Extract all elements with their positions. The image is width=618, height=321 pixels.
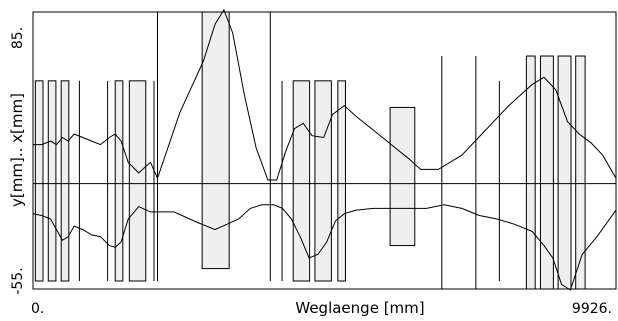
magnet-box-13 <box>314 80 332 282</box>
magnet-box-12 <box>292 80 311 282</box>
magnet-box-2 <box>60 80 70 282</box>
magnet-box-5 <box>114 80 124 282</box>
magnet-box-22 <box>575 55 586 290</box>
magnet-box-0 <box>34 80 44 282</box>
y-tick-bottom: -55. <box>10 267 26 294</box>
x-axis-label: Weglaenge [mm] <box>295 299 424 317</box>
magnet-box-21 <box>557 55 572 290</box>
magnet-box-15 <box>389 106 416 247</box>
magnet-box-14 <box>337 80 346 282</box>
envelope-curves <box>32 8 617 291</box>
beamline-elements <box>34 11 586 290</box>
magnet-box-1 <box>47 80 57 282</box>
magnet-box-19 <box>525 55 536 290</box>
upper-envelope-line <box>33 8 617 181</box>
lower-envelope-line <box>32 204 617 291</box>
y-tick-top: 85. <box>10 27 26 49</box>
y-axis-label: y[mm].. x[mm] <box>8 93 26 207</box>
x-tick-left: 0. <box>31 301 44 317</box>
magnet-box-20 <box>539 55 554 290</box>
x-tick-right: 9926. <box>572 301 612 317</box>
magnet-box-6 <box>128 80 147 282</box>
